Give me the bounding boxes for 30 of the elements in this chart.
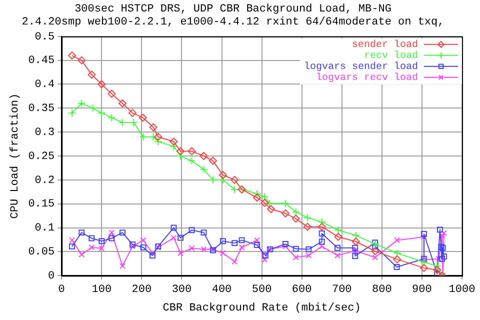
y-tick-label: 0.1 (34, 222, 55, 235)
y-tick-label: 0 (48, 270, 55, 283)
y-tick-label: 0.25 (28, 150, 55, 163)
x-tick-label: 100 (92, 284, 112, 296)
x-tick-label: 700 (332, 284, 352, 296)
y-tick-label: 0.05 (28, 246, 55, 259)
y-tick-label: 0.3 (34, 126, 55, 139)
x-tick-label: 800 (372, 284, 392, 296)
y-tick-label: 0.5 (34, 31, 55, 44)
y-tick-label: 0.45 (28, 55, 55, 68)
x-tick-label: 300 (172, 284, 192, 296)
x-axis-title: CBR Background Rate (mbit/sec) (162, 302, 361, 314)
x-tick-label: 600 (292, 284, 312, 296)
chart-title: 300sec HSTCP DRS, UDP CBR Background Load, MB-NG (74, 4, 392, 16)
legend-label: sender load (352, 39, 418, 52)
x-tick-label: 500 (252, 284, 272, 296)
x-tick-label: 0 (58, 284, 65, 296)
legend-label: recv load (364, 50, 418, 62)
y-tick-label: 0.2 (34, 174, 55, 187)
y-axis-title: CPU Load (fraction) (10, 93, 22, 219)
x-tick-label: 200 (132, 284, 152, 296)
y-tick-label: 0.4 (34, 79, 55, 92)
y-tick-label: 0.35 (28, 103, 55, 116)
chart-subtitle: 2.4.20smp web100-2.2.1, e1000-4.4.12 rxint 64/64moderate on txq, (22, 16, 444, 29)
y-tick-label: 0.15 (28, 198, 55, 211)
legend-label: logvars sender load (304, 61, 418, 74)
x-tick-label: 900 (412, 284, 432, 296)
legend-label: logvars recv load (316, 72, 418, 84)
x-tick-label: 400 (212, 284, 232, 296)
x-tick-label: 1000 (448, 284, 476, 296)
